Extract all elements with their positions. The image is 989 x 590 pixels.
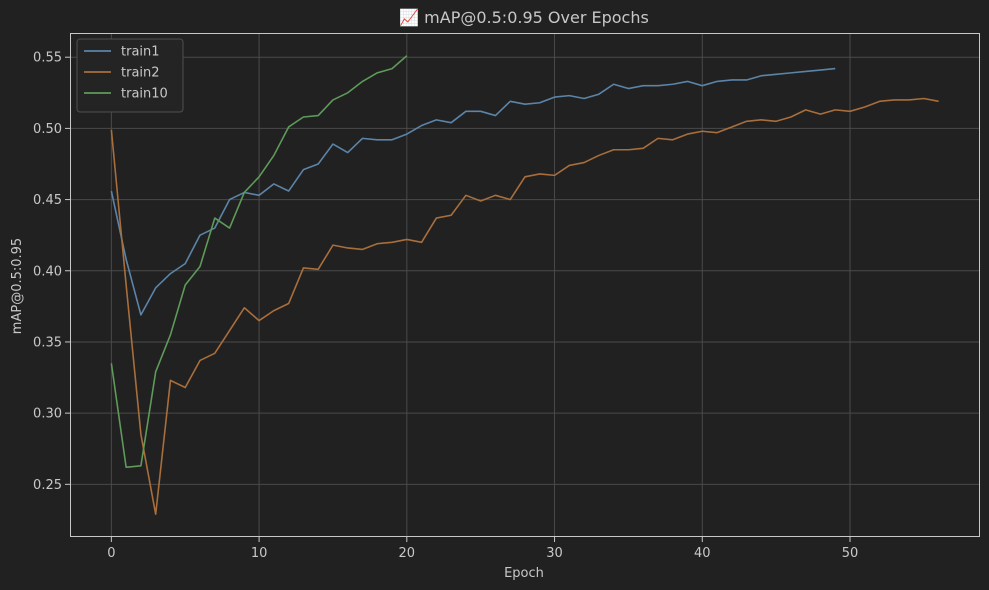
plot-background bbox=[70, 33, 980, 537]
chart-title: 📈 mAP@0.5:0.95 Over Epochs bbox=[399, 8, 649, 27]
series-line-train10 bbox=[110, 55, 408, 469]
legend: train1 train2 train10 bbox=[76, 38, 184, 113]
legend-label-train2: train2 bbox=[121, 66, 160, 81]
x-tick-label: 50 bbox=[842, 546, 859, 561]
plot-frame bbox=[70, 33, 980, 537]
y-tick-label: 0.35 bbox=[33, 335, 62, 350]
series-line-train1 bbox=[110, 67, 836, 316]
y-tick-label: 0.40 bbox=[33, 264, 62, 279]
x-tick-label: 30 bbox=[546, 546, 563, 561]
legend-label-train10: train10 bbox=[121, 87, 168, 102]
y-tick-label: 0.45 bbox=[33, 193, 62, 208]
x-tick-label: 40 bbox=[694, 546, 711, 561]
legend-label-train1: train1 bbox=[121, 45, 160, 60]
x-axis-label: Epoch bbox=[504, 566, 544, 581]
y-tick-label: 0.50 bbox=[33, 122, 62, 137]
series-line-train2 bbox=[110, 97, 939, 516]
x-tick-label: 0 bbox=[107, 546, 115, 561]
y-tick-label: 0.25 bbox=[33, 478, 62, 493]
x-tick-label: 20 bbox=[399, 546, 416, 561]
y-tick-label: 0.30 bbox=[33, 407, 62, 422]
y-axis-label: mAP@0.5:0.95 bbox=[10, 238, 25, 334]
y-tick-label: 0.55 bbox=[33, 51, 62, 66]
plot-area: 0 10 20 30 40 50 0.25 0.30 0.35 0.40 0.45 0.50 0.55 bbox=[33, 33, 980, 561]
x-tick-label: 10 bbox=[251, 546, 268, 561]
